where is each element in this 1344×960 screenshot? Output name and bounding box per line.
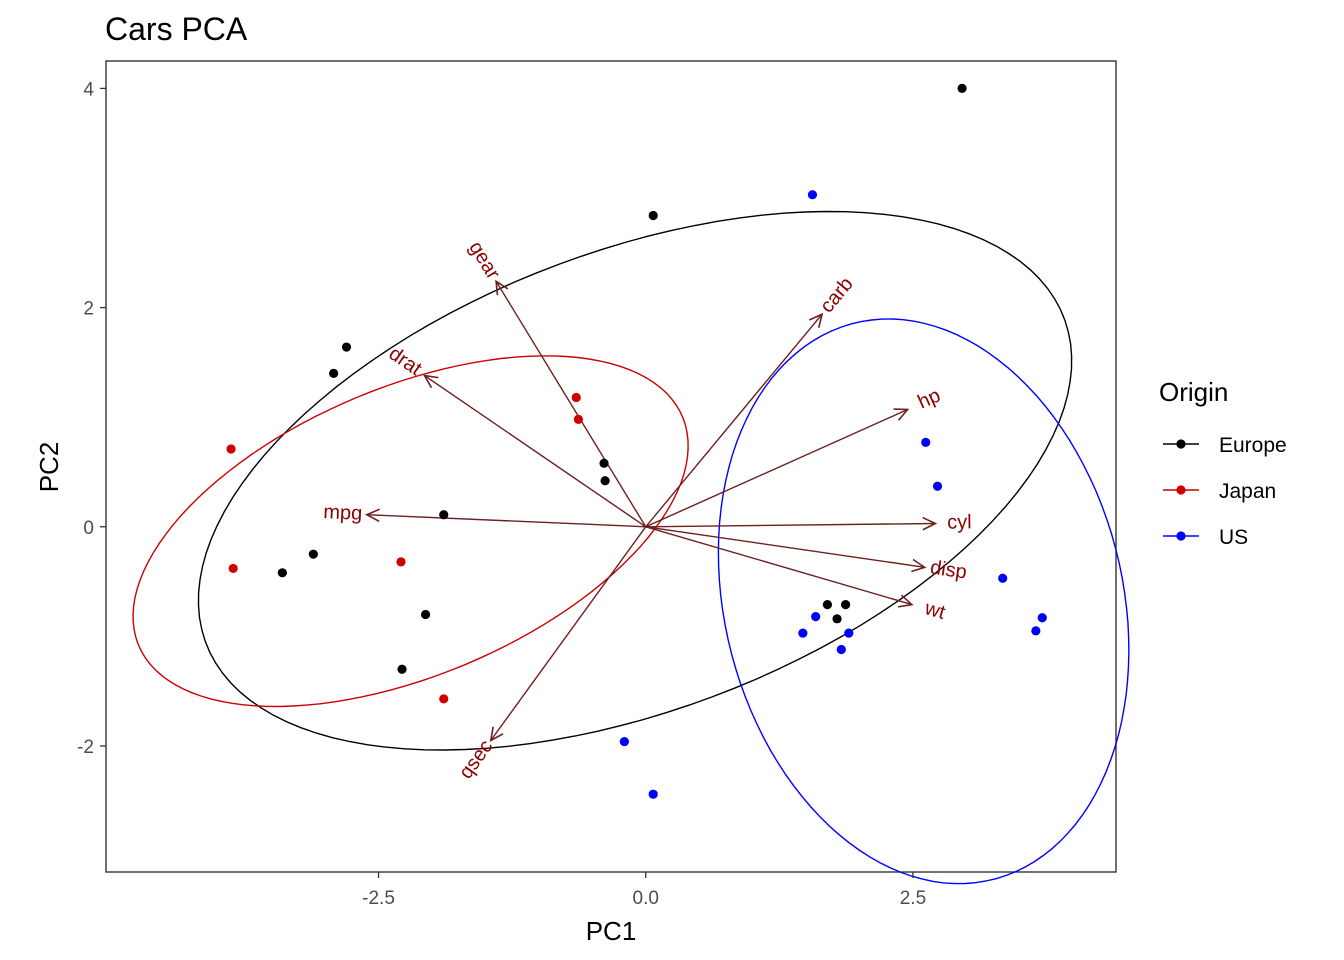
loading-arrow-wt: [645, 526, 913, 606]
point-japan: [228, 563, 238, 574]
point-japan: [573, 414, 584, 424]
legend-point: [1176, 531, 1186, 541]
legend-point: [1176, 439, 1186, 449]
loading-label-hp: hp: [915, 384, 944, 413]
point-europe: [420, 609, 431, 620]
point-us: [836, 644, 846, 655]
plot-panel: [105, 60, 1117, 873]
point-us: [844, 628, 854, 638]
point-us: [998, 573, 1008, 583]
y-tick-label: 0: [83, 518, 94, 539]
x-tick-label: 0.0: [633, 888, 659, 909]
point-us: [811, 612, 821, 622]
loading-arrow-qsec: [490, 526, 647, 741]
point-japan: [571, 392, 581, 403]
point-europe: [277, 568, 287, 578]
point-japan: [439, 694, 449, 704]
legend-item-europe: Europe: [1163, 434, 1287, 457]
point-europe: [599, 458, 609, 468]
x-axis: -2.5 0.0 2.5: [362, 872, 926, 909]
arrowhead-hp: [893, 408, 910, 421]
arrowhead-carb: [809, 312, 824, 328]
loading-label-carb: carb: [816, 273, 858, 317]
legend-label: US: [1219, 526, 1248, 549]
loading-arrow-hp: [645, 408, 908, 528]
arrowhead-cyl: [922, 516, 938, 531]
point-europe: [832, 614, 842, 624]
point-japan: [396, 557, 406, 567]
point-europe: [600, 476, 610, 486]
point-europe: [957, 83, 967, 93]
confidence-ellipses: [132, 210, 1130, 885]
point-europe: [341, 342, 352, 352]
loading-label-mpg: mpg: [323, 501, 363, 525]
legend-label: Europe: [1219, 434, 1287, 457]
point-us: [619, 736, 629, 747]
ellipse-europe: [197, 210, 1073, 751]
chart-title: Cars PCA: [105, 11, 248, 47]
x-tick-label: -2.5: [362, 888, 395, 909]
loading-label-qsec: qsec: [455, 736, 498, 783]
legend-point: [1176, 485, 1186, 495]
loading-arrow-carb: [645, 313, 823, 528]
legend: Origin Europe Japan US: [1159, 377, 1287, 549]
point-us: [648, 789, 658, 799]
point-us: [807, 190, 818, 200]
y-axis-title: PC2: [34, 442, 64, 493]
loading-arrow-mpg: [366, 514, 646, 528]
ellipse-us: [717, 318, 1130, 885]
arrowhead-disp: [911, 558, 927, 573]
arrowhead-qsec: [489, 726, 504, 742]
arrowhead-wt: [897, 594, 914, 608]
point-us: [1037, 613, 1047, 623]
y-tick-label: 2: [83, 299, 94, 320]
point-us: [932, 481, 943, 491]
point-europe: [648, 210, 658, 221]
loading-label-cyl: cyl: [947, 511, 972, 533]
data-points: [226, 83, 1047, 799]
arrowhead-gear: [495, 279, 509, 296]
point-us: [921, 437, 931, 447]
loading-arrow-drat: [424, 374, 647, 528]
loading-arrow-gear: [495, 280, 647, 528]
legend-items: Europe Japan US: [1163, 434, 1287, 549]
loading-arrow-cyl: [645, 522, 936, 528]
legend-item-us: US: [1163, 526, 1248, 549]
y-tick-label: -2: [77, 737, 94, 758]
loading-label-gear: gear: [464, 238, 504, 284]
arrowhead-drat: [422, 374, 439, 389]
arrowhead-mpg: [364, 508, 380, 523]
point-europe: [329, 368, 339, 378]
point-europe: [840, 599, 851, 610]
point-europe: [397, 664, 407, 674]
point-europe: [308, 549, 318, 559]
loading-label-wt: wt: [921, 597, 948, 624]
point-us: [798, 628, 808, 638]
legend-label: Japan: [1219, 480, 1276, 503]
point-japan: [226, 444, 236, 454]
legend-title: Origin: [1159, 377, 1228, 407]
point-europe: [822, 599, 833, 610]
point-europe: [439, 510, 449, 520]
loading-arrow-disp: [645, 526, 925, 569]
point-us: [1031, 626, 1041, 636]
x-tick-label: 2.5: [900, 888, 926, 909]
x-axis-title: PC1: [586, 916, 637, 946]
ellipse-japan: [132, 355, 689, 708]
legend-item-japan: Japan: [1163, 480, 1276, 503]
loading-label-disp: disp: [929, 557, 968, 584]
y-tick-label: 4: [83, 79, 94, 100]
y-axis: -2 0 2 4: [77, 79, 106, 758]
